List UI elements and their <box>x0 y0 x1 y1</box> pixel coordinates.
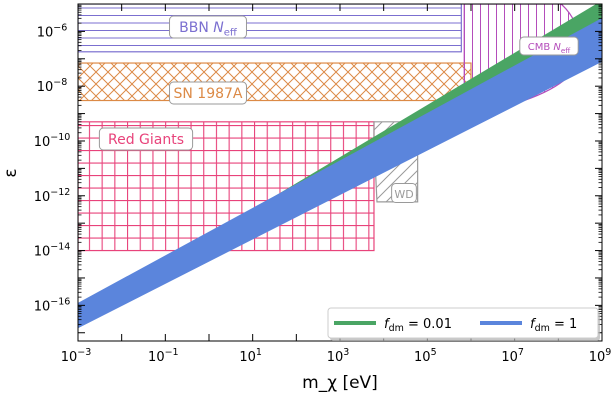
x-tick-label: 103 <box>327 347 350 365</box>
legend: fdm = 0.01 fdm = 1 <box>327 307 600 341</box>
x-tick-label: 105 <box>414 347 437 365</box>
label-sn-1987a-box <box>169 81 247 105</box>
label-cmb-n-eff-text: CMB Neff <box>528 42 572 55</box>
label-sn-1987a: SN 1987A <box>169 81 247 105</box>
label-red-giants: Red Giants <box>98 127 194 151</box>
legend-box <box>327 307 599 339</box>
x-tick-label: 101 <box>239 347 262 365</box>
series-band-2 <box>78 17 602 329</box>
label-sn-1987a-text: SN 1987A <box>173 86 242 102</box>
region-sn-1987a <box>78 62 472 102</box>
y-tick-label: 10−16 <box>34 296 71 314</box>
y-tick-label: 10−6 <box>37 22 68 40</box>
region-labels: BBN Neff SN 1987A Red Giants WD CMB Neff <box>98 15 579 203</box>
label-wd: WD <box>391 183 417 203</box>
x-tick-label: 107 <box>501 347 524 365</box>
label-red-giants-text: Red Giants <box>108 132 184 148</box>
x-axis-label: m_χ [eV] <box>302 373 378 393</box>
y-tick-label: 10−14 <box>34 242 71 260</box>
x-tick-label: 10−1 <box>148 347 179 365</box>
legend-label-2: fdm = 1 <box>530 317 577 334</box>
tick-labels: 10−3 10−1 101 103 105 107 109 10−6 10−8 10−10 10−1… <box>34 22 612 365</box>
y-tick-label: 10−10 <box>34 132 71 150</box>
y-axis-label: ε <box>1 168 21 177</box>
label-red-giants-box <box>98 127 194 151</box>
axis-ticks <box>77 3 603 341</box>
label-cmb-n-eff-box <box>519 36 579 56</box>
region-bbn-n-eff <box>78 4 462 53</box>
label-cmb-n-eff: CMB Neff <box>519 36 579 56</box>
label-wd-box <box>391 183 417 203</box>
label-wd-text: WD <box>394 188 413 201</box>
y-tick-label: 10−12 <box>34 187 71 205</box>
data-bands <box>78 4 602 329</box>
exclusion-regions <box>78 4 581 252</box>
y-tick-label: 10−8 <box>37 77 68 95</box>
label-bbn-n-eff-box <box>169 15 247 39</box>
label-bbn-n-eff: BBN Neff <box>169 15 247 39</box>
x-tick-label: 10−3 <box>61 347 92 365</box>
legend-label-1: fdm = 0.01 <box>384 317 452 334</box>
plot-area: BBN Neff SN 1987A Red Giants WD CMB Neff <box>78 4 602 329</box>
label-bbn-n-eff-text: BBN Neff <box>179 20 238 38</box>
x-tick-label: 109 <box>589 347 612 365</box>
